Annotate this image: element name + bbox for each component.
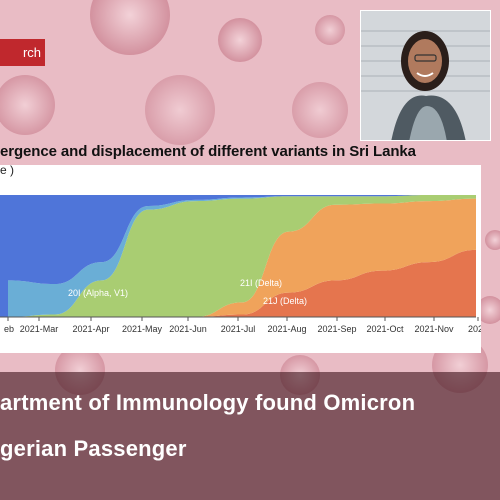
area-series-21i-delta-: [8, 198, 476, 317]
headline-banner: [0, 372, 500, 500]
x-tick-label: 2021-Jul: [221, 324, 256, 334]
series-label: 21J (Delta): [263, 296, 307, 306]
chart-title: ergence and displacement of different va…: [0, 143, 416, 160]
headline-line-2[interactable]: gerian Passenger: [0, 436, 187, 461]
headline-line-1[interactable]: artment of Immunology found Omicron: [0, 390, 416, 415]
stacked-area-chart: 21J (Delta) 21I (Delta) 20I (Alpha, V1) eb 2…: [0, 195, 481, 334]
virus-icon: [292, 82, 348, 138]
x-tick-label: eb: [4, 324, 14, 334]
x-tick-label: 2021-Jun: [169, 324, 207, 334]
area-series-20i-alpha-v1-: [8, 195, 476, 317]
area-series-unlabeled-4: [8, 195, 476, 285]
x-tick-label: 2021-Sep: [317, 324, 356, 334]
x-tick-label: 2021-Nov: [414, 324, 454, 334]
virus-icon: [315, 15, 345, 45]
chart-subtitle: e ): [0, 163, 15, 177]
author-photo: [360, 10, 491, 141]
virus-icon: [90, 0, 170, 55]
virus-icon: [476, 296, 500, 324]
area-series-21j-delta-: [8, 249, 476, 317]
series-label: 20I (Alpha, V1): [68, 288, 128, 298]
virus-icon: [145, 75, 215, 145]
x-tick-label: 2021-Mar: [20, 324, 59, 334]
category-tag[interactable]: rch: [0, 39, 45, 66]
person-image: [361, 11, 490, 140]
area-left-edge: [0, 195, 8, 317]
virus-icon: [218, 18, 262, 62]
area-series-unlabeled-3: [8, 195, 476, 317]
x-tick-label: 2021-May: [122, 324, 163, 334]
x-tick-label: 2021-Oct: [366, 324, 404, 334]
virus-icon: [0, 75, 55, 135]
x-tick-label: 2021-Aug: [267, 324, 306, 334]
virus-icon: [485, 230, 500, 250]
series-label: 21I (Delta): [240, 278, 282, 288]
x-tick-label: 2021: [468, 324, 481, 334]
x-tick-label: 2021-Apr: [72, 324, 109, 334]
